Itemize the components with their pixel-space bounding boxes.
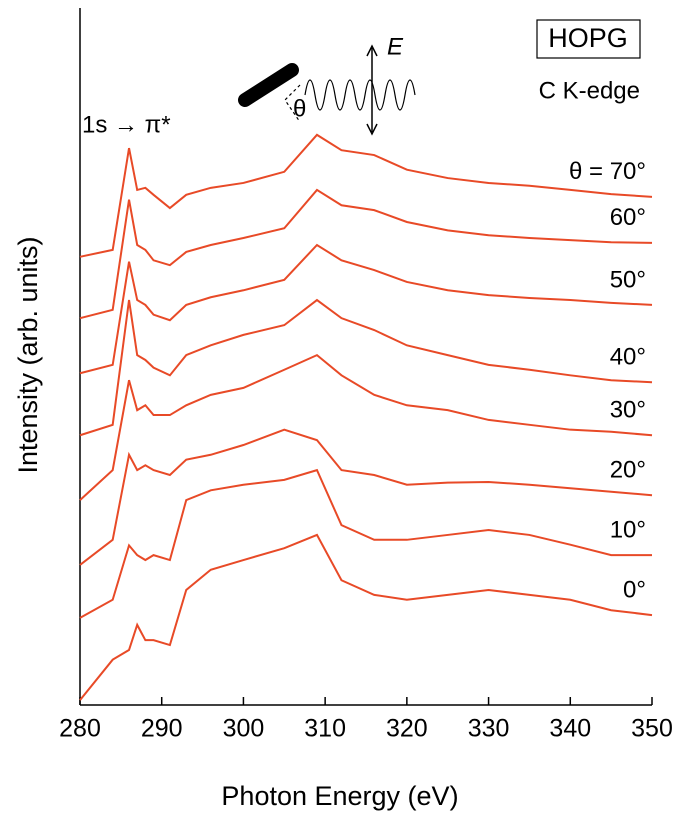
series-label: 20° <box>610 457 646 484</box>
annotation: HOPG <box>548 23 628 53</box>
wave-icon <box>304 79 416 111</box>
y-axis-label: Intensity (arb. units) <box>13 236 43 473</box>
x-axis-label: Photon Energy (eV) <box>221 781 458 811</box>
spectrum-line <box>79 243 653 375</box>
series-label: 10° <box>610 516 646 543</box>
x-tick-label: 280 <box>59 715 101 743</box>
series-label: 50° <box>610 266 646 293</box>
spectrum-line <box>79 298 653 437</box>
spectrum-line <box>79 533 653 701</box>
x-tick-label: 330 <box>468 715 510 743</box>
series-label: θ = 70° <box>569 158 646 185</box>
sample-icon <box>238 63 299 107</box>
series-label: 30° <box>610 397 646 424</box>
arrow-head <box>366 44 378 136</box>
spectrum-line <box>79 468 652 619</box>
annotation: 1s → π* <box>82 111 171 138</box>
series-label: 40° <box>610 344 646 371</box>
label-box <box>536 19 641 59</box>
x-tick-label: 350 <box>631 715 673 743</box>
spectrum-line <box>79 428 653 566</box>
x-tick-label: 300 <box>223 715 265 743</box>
x-tick-label: 340 <box>549 715 591 743</box>
spectrum-line <box>79 188 653 320</box>
annotation: E <box>387 33 404 60</box>
x-tick-label: 290 <box>141 715 183 743</box>
annotation: C K-edge <box>539 77 640 104</box>
x-tick-label: 310 <box>304 715 346 743</box>
angle-mark <box>284 84 301 123</box>
spectrum-line <box>79 133 653 258</box>
series-label: 60° <box>610 204 646 231</box>
spectrum-line <box>79 353 653 501</box>
series-label: 0° <box>623 576 646 603</box>
x-tick-label: 320 <box>386 715 428 743</box>
annotation: θ <box>293 95 306 122</box>
